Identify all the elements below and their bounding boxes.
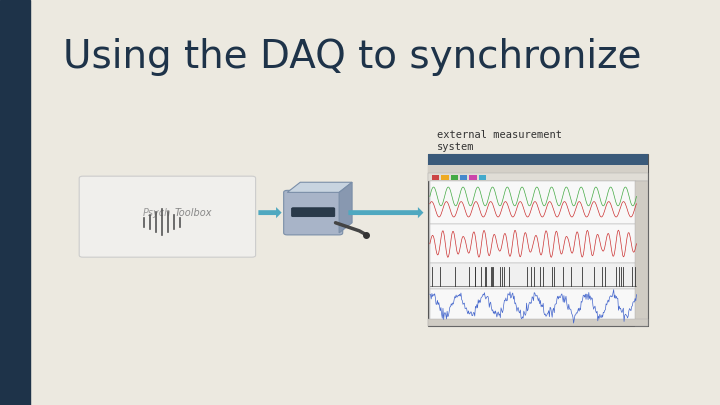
Bar [430,224,636,263]
Bar [432,175,439,180]
Bar [460,175,467,180]
Bar [441,175,449,180]
FancyBboxPatch shape [292,208,335,217]
Bar [428,173,648,181]
Bar [430,289,636,322]
Bar [430,181,636,224]
Bar [635,181,648,326]
Polygon shape [339,182,352,233]
Text: Toolbox: Toolbox [174,208,212,218]
Polygon shape [287,182,352,192]
Bar [428,319,648,326]
FancyBboxPatch shape [79,176,256,257]
Text: external measurement
system: external measurement system [437,130,562,152]
Bar [428,165,648,173]
Bar [428,154,648,165]
Bar [430,263,636,289]
Bar [479,175,486,180]
Bar [451,175,458,180]
Bar [469,175,477,180]
Text: Using the DAQ to synchronize: Using the DAQ to synchronize [63,38,641,77]
Text: Psych: Psych [143,208,171,218]
FancyBboxPatch shape [284,190,343,235]
Bar [428,154,648,326]
